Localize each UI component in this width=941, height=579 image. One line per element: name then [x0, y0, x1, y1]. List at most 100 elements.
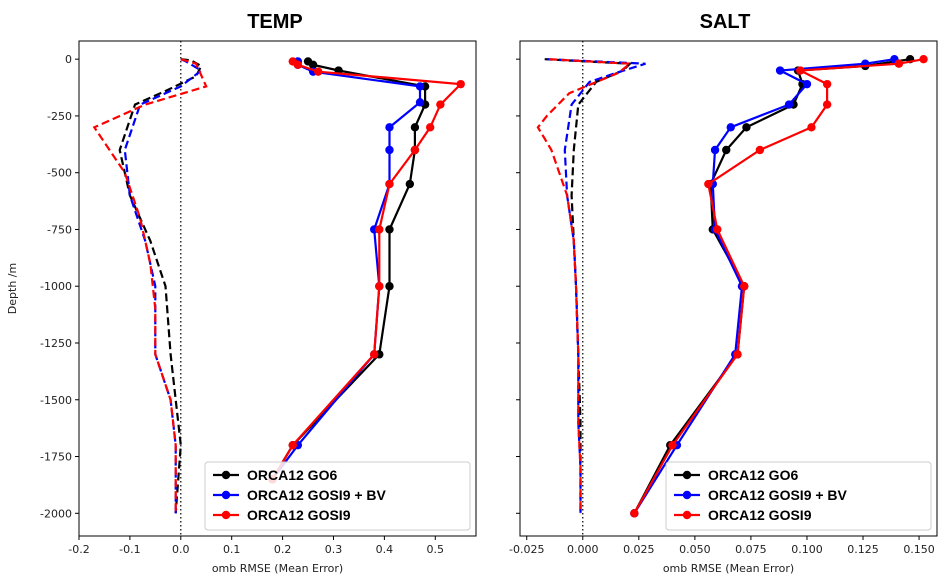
y-tick-label: -2000 — [40, 507, 72, 520]
x-tick-label: 0.125 — [847, 543, 879, 556]
rmse-point — [807, 123, 816, 132]
rmse-point — [405, 179, 415, 189]
rmse-point — [436, 100, 445, 109]
legend-marker — [221, 490, 231, 500]
rmse-point — [894, 59, 904, 68]
rmse-point — [668, 440, 677, 450]
rmse-point — [415, 98, 425, 107]
rmse-point — [784, 100, 794, 109]
rmse-point — [385, 145, 394, 155]
mean-error-line — [92, 58, 208, 514]
rmse-point — [710, 145, 720, 155]
legend-label: ORCA12 GOSI9 — [247, 507, 351, 523]
rmse-point — [425, 123, 435, 132]
mean-error-line — [123, 58, 204, 514]
x-tick-label: 0.050 — [679, 543, 711, 556]
legend-marker — [221, 510, 231, 520]
x-tick-label: 0.075 — [735, 543, 767, 556]
rmse-point — [385, 179, 394, 189]
plot-frame — [78, 40, 477, 537]
rmse-point — [704, 179, 713, 189]
rmse-point — [385, 123, 394, 132]
rmse-point — [415, 82, 425, 91]
legend-box — [204, 461, 471, 531]
mean-error-line — [544, 58, 633, 514]
x-tick-label: 0.100 — [791, 543, 823, 556]
rmse-point — [822, 100, 832, 109]
panel-temp: TEMP -0.2 -0.1 0.0 0.1 0.2 0.3 0.4 0.5 0 -250 -500 -… — [6, 11, 477, 575]
rmse-point — [726, 123, 735, 132]
x-tick-label: 0.150 — [903, 543, 935, 556]
rmse-line — [271, 60, 427, 480]
rmse-point — [713, 225, 722, 234]
mean-error-line — [118, 58, 203, 514]
legend-marker — [682, 490, 692, 500]
chart-title: SALT — [700, 11, 751, 33]
legend-marker — [682, 470, 692, 480]
mean-error-line — [536, 58, 633, 514]
rmse-point — [410, 123, 420, 132]
y-tick-label: -750 — [47, 223, 72, 236]
x-tick-label: 0.3 — [325, 543, 343, 556]
rmse-point — [314, 67, 323, 76]
rmse-point — [775, 66, 785, 75]
y-tick-label: 0 — [65, 53, 72, 66]
x-tick-label: -0.2 — [68, 543, 89, 556]
x-tick-label: 0.0 — [172, 543, 190, 556]
rmse-point — [375, 282, 384, 291]
legend: ORCA12 GO6 ORCA12 GOSI9 + BV ORCA12 GOSI9 — [665, 461, 932, 531]
x-tick-label: 0.1 — [223, 543, 241, 556]
rmse-point — [733, 350, 742, 359]
rmse-point — [822, 79, 832, 89]
x-tick-label: 0.025 — [623, 543, 655, 556]
x-axis-label: omb RMSE (Mean Error) — [663, 562, 794, 575]
rmse-point — [385, 282, 394, 291]
legend-box — [665, 461, 932, 531]
data-layer — [536, 54, 928, 518]
rmse-point — [919, 54, 928, 64]
y-tick-label: -500 — [47, 167, 72, 180]
mean-error-line — [546, 58, 646, 514]
rmse-point — [308, 60, 318, 70]
data-layer — [92, 57, 465, 514]
y-axis-label: Depth /m — [6, 263, 19, 314]
x-tick-label: 0.000 — [567, 543, 599, 556]
legend-label: ORCA12 GOSI9 — [708, 507, 812, 523]
rmse-point — [385, 225, 394, 234]
legend: ORCA12 GO6 ORCA12 GOSI9 + BV ORCA12 GOSI9 — [204, 461, 471, 531]
rmse-point — [739, 282, 749, 291]
rmse-point — [288, 440, 297, 450]
chart-title: TEMP — [247, 11, 303, 33]
y-tick-label: -250 — [47, 110, 72, 123]
x-tick-label: -0.1 — [119, 543, 140, 556]
rmse-point — [456, 79, 465, 89]
rmse-line — [271, 61, 422, 480]
x-axis-label: omb RMSE (Mean Error) — [212, 562, 343, 575]
rmse-point — [802, 79, 812, 89]
legend-label: ORCA12 GO6 — [247, 467, 337, 483]
rmse-point — [630, 509, 639, 518]
legend-label: ORCA12 GO6 — [708, 467, 798, 483]
rmse-point — [796, 66, 805, 75]
x-tick-label: 0.2 — [274, 543, 292, 556]
plot-frame — [519, 40, 938, 537]
y-tick-label: -1000 — [40, 280, 72, 293]
x-tick-label: -0.025 — [509, 543, 544, 556]
rmse-point — [370, 350, 379, 359]
rmse-point — [410, 145, 420, 155]
rmse-point — [755, 145, 765, 155]
panel-salt: SALT -0.025 0.000 0.025 0.050 0.075 0.100 0.125… — [509, 11, 938, 575]
legend-marker — [221, 470, 231, 480]
legend-marker — [682, 510, 692, 520]
y-tick-label: -1750 — [40, 451, 72, 464]
x-tick-label: 0.5 — [427, 543, 445, 556]
x-tick-label: 0.4 — [376, 543, 394, 556]
rmse-point — [742, 123, 751, 132]
y-tick-label: -1250 — [40, 337, 72, 350]
legend-label: ORCA12 GOSI9 + BV — [247, 487, 387, 503]
rmse-point — [293, 60, 303, 70]
legend-label: ORCA12 GOSI9 + BV — [708, 487, 848, 503]
y-tick-label: -1500 — [40, 394, 72, 407]
rmse-point — [722, 145, 731, 155]
